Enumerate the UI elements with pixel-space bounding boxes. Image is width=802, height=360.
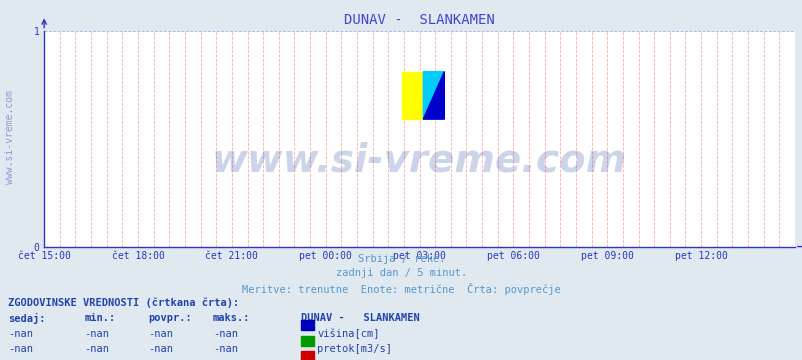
Text: -nan: -nan <box>148 329 173 339</box>
Text: višina[cm]: višina[cm] <box>317 329 379 339</box>
Text: min.:: min.: <box>84 313 115 323</box>
Text: povpr.:: povpr.: <box>148 313 192 323</box>
Polygon shape <box>402 72 423 119</box>
Text: DUNAV -   SLANKAMEN: DUNAV - SLANKAMEN <box>301 313 419 323</box>
Polygon shape <box>423 72 444 119</box>
Text: -nan: -nan <box>8 344 33 354</box>
Text: www.si-vreme.com: www.si-vreme.com <box>212 141 626 179</box>
Text: zadnji dan / 5 minut.: zadnji dan / 5 minut. <box>335 268 467 278</box>
Title: DUNAV -  SLANKAMEN: DUNAV - SLANKAMEN <box>344 13 494 27</box>
Text: ZGODOVINSKE VREDNOSTI (črtkana črta):: ZGODOVINSKE VREDNOSTI (črtkana črta): <box>8 297 239 307</box>
Text: -nan: -nan <box>213 329 237 339</box>
Text: -nan: -nan <box>8 329 33 339</box>
Text: -nan: -nan <box>148 344 173 354</box>
Text: Meritve: trenutne  Enote: metrične  Črta: povprečje: Meritve: trenutne Enote: metrične Črta: … <box>242 283 560 294</box>
Text: www.si-vreme.com: www.si-vreme.com <box>5 90 14 184</box>
Text: -nan: -nan <box>84 329 109 339</box>
Text: pretok[m3/s]: pretok[m3/s] <box>317 344 391 354</box>
Polygon shape <box>423 72 444 119</box>
Text: -nan: -nan <box>213 344 237 354</box>
Text: maks.:: maks.: <box>213 313 250 323</box>
Text: Srbija / reke.: Srbija / reke. <box>358 254 444 264</box>
Text: sedaj:: sedaj: <box>8 313 46 324</box>
Text: -nan: -nan <box>84 344 109 354</box>
